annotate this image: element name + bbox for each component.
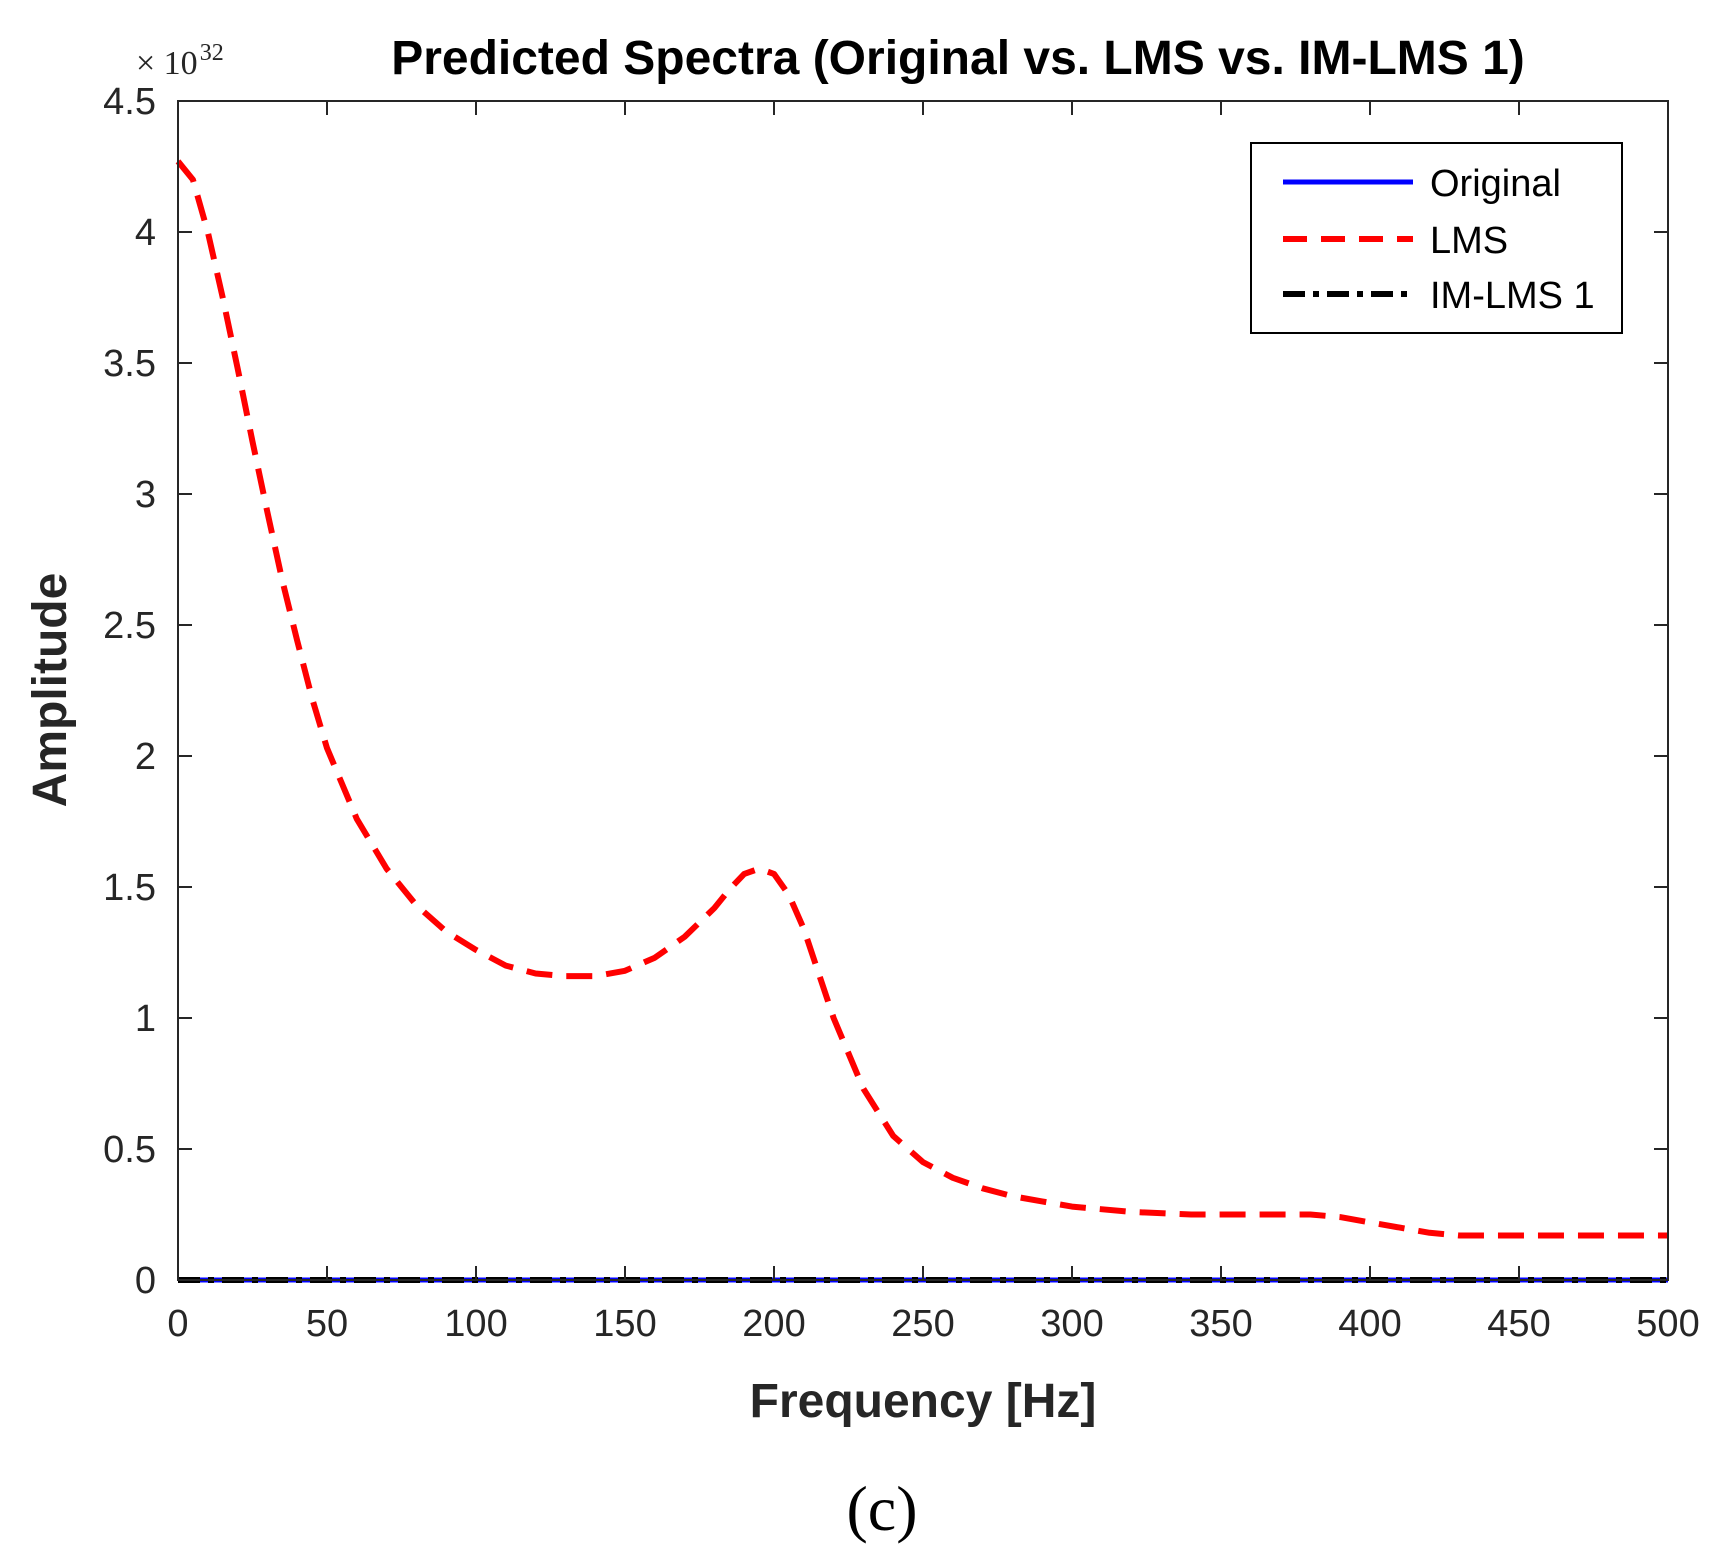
legend-box: [1250, 142, 1623, 334]
legend-label-im-lms-1: IM-LMS 1: [1430, 275, 1595, 317]
x-tick-label: 150: [593, 1303, 656, 1345]
legend: Original LMS IM-LMS 1: [1250, 142, 1623, 334]
x-tick-label: 0: [167, 1303, 188, 1345]
series-line-lms: [175, 159, 1668, 1239]
y-tick-label: 4: [135, 212, 156, 254]
y-tick-label: 4.5: [103, 81, 156, 123]
y-tick-label: 0: [135, 1260, 156, 1302]
x-tick-label: 500: [1636, 1303, 1699, 1345]
y-axis-label: Amplitude: [24, 573, 77, 808]
y-tick-label: 3: [135, 474, 156, 516]
figure-caption: (c): [846, 1473, 917, 1544]
x-tick-label: 50: [306, 1303, 348, 1345]
x-tick-label: 450: [1487, 1303, 1550, 1345]
x-tick-label: 100: [444, 1303, 507, 1345]
x-axis: 0 50 100 150 200 250 300 350 400 450 500: [167, 101, 1700, 1345]
y-tick-label: 2: [135, 736, 156, 778]
y-tick-label: 2.5: [103, 605, 156, 647]
y-tick-label: 1.5: [103, 867, 156, 909]
y-axis: 0 0.5 1 1.5 2 2.5 3 3.5 4 4.5: [103, 81, 1668, 1302]
x-axis-label: Frequency [Hz]: [750, 1375, 1097, 1428]
y-tick-label: 3.5: [103, 343, 156, 385]
x-tick-label: 200: [742, 1303, 805, 1345]
x-tick-label: 350: [1189, 1303, 1252, 1345]
x-tick-label: 250: [891, 1303, 954, 1345]
y-tick-label: 0.5: [103, 1129, 156, 1171]
y-tick-label: 1: [135, 998, 156, 1040]
axis-multiplier-exponent: 32: [200, 40, 224, 66]
x-tick-label: 400: [1338, 1303, 1401, 1345]
legend-label-lms: LMS: [1430, 220, 1508, 262]
chart-title: Predicted Spectra (Original vs. LMS vs. …: [391, 32, 1525, 85]
axis-multiplier: × 10: [136, 45, 198, 82]
legend-label-original: Original: [1430, 163, 1561, 205]
x-tick-label: 300: [1040, 1303, 1103, 1345]
